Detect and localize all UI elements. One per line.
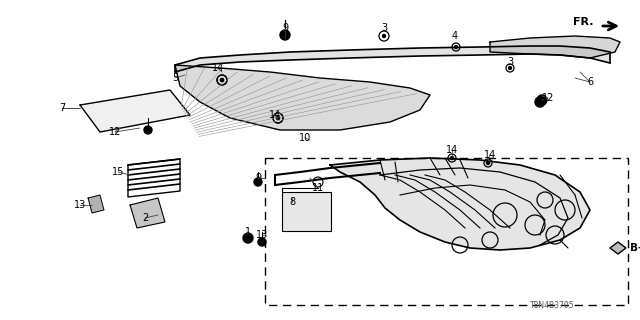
Text: 6: 6 (587, 77, 593, 87)
Text: 12: 12 (542, 93, 554, 103)
Polygon shape (175, 46, 610, 72)
Circle shape (254, 178, 262, 186)
Text: 10: 10 (299, 133, 311, 143)
Text: 14: 14 (269, 110, 281, 120)
Text: 1: 1 (245, 227, 251, 237)
Circle shape (144, 126, 152, 134)
Text: 13: 13 (256, 230, 268, 240)
Polygon shape (88, 195, 104, 213)
Text: 9: 9 (255, 173, 261, 183)
Polygon shape (330, 158, 590, 250)
Circle shape (486, 162, 490, 164)
Text: 15: 15 (112, 167, 124, 177)
Text: 11: 11 (312, 183, 324, 193)
Circle shape (535, 97, 545, 107)
Circle shape (221, 78, 223, 82)
Text: 3: 3 (381, 23, 387, 33)
Text: FR.: FR. (573, 17, 593, 27)
Circle shape (509, 67, 511, 69)
Circle shape (243, 233, 253, 243)
Circle shape (451, 156, 454, 159)
Polygon shape (130, 198, 165, 228)
Text: 12: 12 (109, 127, 121, 137)
Circle shape (221, 78, 223, 82)
Text: 7: 7 (59, 103, 65, 113)
Circle shape (280, 30, 290, 40)
Polygon shape (490, 36, 620, 58)
Circle shape (537, 95, 547, 105)
Text: 3: 3 (507, 57, 513, 67)
Text: 14: 14 (484, 150, 496, 160)
Text: 5: 5 (172, 73, 178, 83)
Text: T8N4B3705: T8N4B3705 (530, 301, 575, 310)
Circle shape (276, 116, 280, 119)
Polygon shape (175, 65, 430, 130)
Text: 9: 9 (282, 23, 288, 33)
Text: 13: 13 (74, 200, 86, 210)
Text: 4: 4 (452, 31, 458, 41)
Text: 14: 14 (212, 63, 224, 73)
Text: 8: 8 (289, 197, 295, 207)
Text: B-37-20: B-37-20 (630, 243, 640, 253)
Polygon shape (610, 242, 626, 254)
Text: 14: 14 (446, 145, 458, 155)
Circle shape (276, 116, 280, 119)
FancyBboxPatch shape (282, 191, 330, 230)
Circle shape (383, 35, 385, 37)
Circle shape (258, 238, 266, 246)
Text: 2: 2 (142, 213, 148, 223)
Polygon shape (80, 90, 190, 132)
Circle shape (454, 45, 458, 49)
